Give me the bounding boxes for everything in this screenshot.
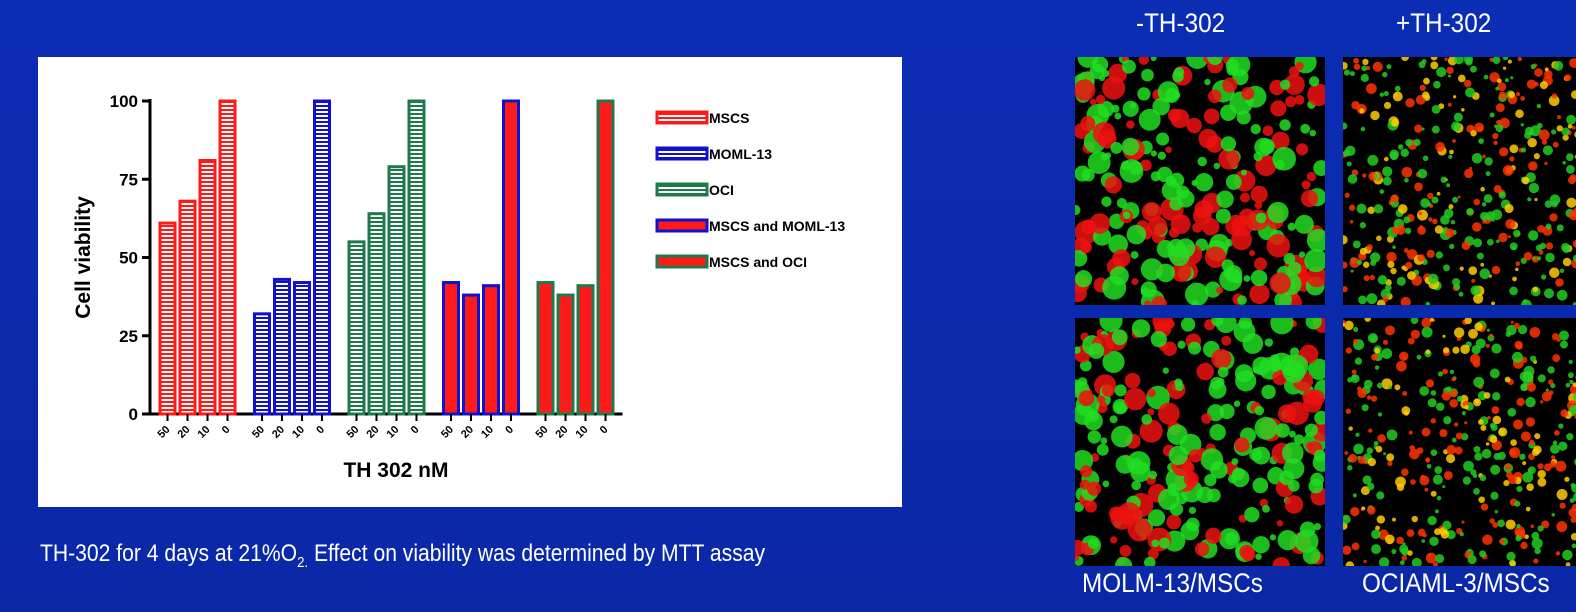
x-tick-label: 0: [503, 424, 516, 437]
legend-swatch: [655, 182, 709, 197]
legend-swatch: [655, 146, 709, 161]
legend-label: MSCS and OCI: [709, 254, 807, 270]
x-tick-label: 20: [553, 424, 570, 441]
caption-sub: 2.: [297, 553, 309, 571]
micrograph: [1343, 57, 1576, 305]
bar: [442, 281, 460, 416]
x-tick-label: 20: [364, 424, 381, 441]
x-tick-label: 0: [220, 424, 233, 437]
x-tick-label: 50: [344, 424, 361, 441]
x-tick-label: 20: [175, 424, 192, 441]
y-axis-label: Cell viability: [72, 196, 95, 319]
chart-panel: 0 25 50 75 100 Cell viability TH 302 nM 50 20 10 0…: [38, 57, 902, 507]
image-col-label: -TH-302: [1136, 8, 1226, 38]
bar: [536, 281, 555, 416]
bar: [387, 165, 406, 416]
image-row-label: OCIAML-3/MSCs: [1362, 568, 1550, 598]
caption-text: TH-302 for 4 days at 21%O: [40, 540, 298, 567]
legend-swatch: [655, 218, 709, 233]
x-tick-label: 50: [439, 424, 456, 441]
x-tick-label: 20: [270, 424, 287, 441]
bar: [313, 99, 331, 416]
x-tick-label: 10: [290, 424, 307, 441]
x-tick-label: 10: [573, 424, 590, 441]
bar: [576, 284, 595, 416]
bar: [482, 284, 500, 416]
x-tick-label: 50: [250, 424, 267, 441]
bar: [347, 240, 366, 416]
image-col-label: +TH-302: [1396, 8, 1492, 38]
y-tick-label: 100: [110, 92, 138, 111]
bar: [556, 293, 575, 416]
bar: [198, 158, 217, 416]
legend-swatch: [655, 110, 709, 125]
legend-swatch: [655, 254, 709, 269]
y-tick-label: 0: [129, 405, 138, 424]
bar: [253, 312, 271, 416]
bar: [596, 99, 615, 416]
micrograph: [1343, 318, 1576, 566]
x-tick-label: 10: [195, 424, 212, 441]
y-tick-label: 25: [119, 327, 138, 346]
legend-label: OCI: [709, 182, 734, 198]
bar: [178, 199, 197, 416]
caption: TH-302 for 4 days at 21%O2. Effect on vi…: [40, 540, 765, 571]
legend-label: MSCS and MOML-13: [709, 218, 845, 234]
x-tick-label: 10: [479, 424, 496, 441]
x-tick-label: 20: [459, 424, 476, 441]
image-row-label: MOLM-13/MSCs: [1082, 568, 1263, 598]
bar: [293, 281, 311, 416]
x-axis-label: TH 302 nM: [343, 459, 448, 482]
bar: [218, 99, 237, 416]
x-tick-label: 0: [409, 424, 422, 437]
x-tick-label: 0: [314, 424, 327, 437]
bar: [273, 277, 291, 416]
bar: [367, 212, 386, 416]
bar: [407, 99, 426, 416]
x-tick-label: 50: [533, 424, 550, 441]
bar: [158, 221, 177, 416]
x-tick-label: 0: [598, 424, 611, 437]
x-tick-label: 50: [155, 424, 172, 441]
micrograph: [1075, 57, 1325, 305]
y-tick-label: 50: [119, 249, 138, 268]
caption-text: Effect on viability was determined by MT…: [308, 540, 766, 567]
micrograph: [1075, 318, 1325, 566]
y-tick-label: 75: [119, 170, 138, 189]
bar: [502, 99, 520, 416]
x-tick-label: 10: [384, 424, 401, 441]
legend-label: MOML-13: [709, 146, 772, 162]
bar: [462, 293, 480, 416]
legend-label: MSCS: [709, 110, 749, 126]
